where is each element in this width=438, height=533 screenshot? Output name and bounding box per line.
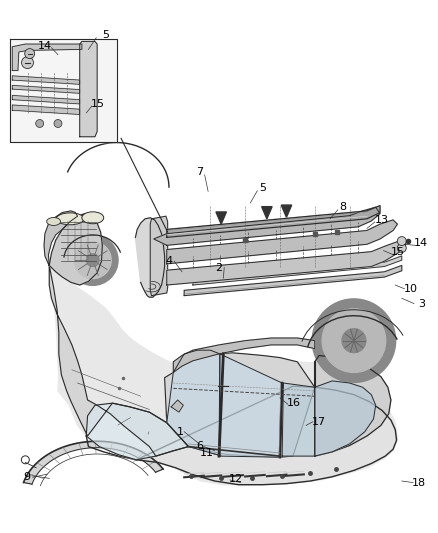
Polygon shape [184,265,402,296]
Text: 15: 15 [391,247,405,257]
Polygon shape [136,386,396,484]
Polygon shape [167,350,220,456]
Polygon shape [49,265,188,456]
Text: 14: 14 [414,238,428,248]
Ellipse shape [82,212,104,224]
Polygon shape [216,212,226,224]
Polygon shape [49,265,397,484]
Polygon shape [86,403,188,460]
Text: 7: 7 [196,167,203,177]
Polygon shape [167,240,406,285]
Polygon shape [150,216,168,296]
Text: 13: 13 [374,215,389,225]
Circle shape [86,254,99,266]
Polygon shape [261,207,272,219]
Polygon shape [171,400,184,412]
Polygon shape [12,105,80,115]
Text: 9: 9 [23,472,30,482]
Circle shape [397,237,406,246]
Ellipse shape [56,213,84,225]
Polygon shape [12,44,82,70]
Polygon shape [135,218,165,297]
Polygon shape [315,356,391,456]
Polygon shape [315,381,376,456]
Text: 5: 5 [259,183,266,193]
Text: 1: 1 [177,427,184,437]
Text: 6: 6 [196,440,203,450]
Circle shape [74,242,111,279]
Text: 2: 2 [215,263,223,272]
Circle shape [54,119,62,127]
Polygon shape [165,353,315,457]
Polygon shape [24,441,163,484]
Polygon shape [193,256,402,285]
Polygon shape [173,338,315,373]
Circle shape [67,235,118,285]
Circle shape [21,56,33,69]
Text: 3: 3 [418,298,425,309]
Text: 15: 15 [91,99,105,109]
Text: 4: 4 [166,256,173,266]
Polygon shape [49,214,102,285]
Polygon shape [80,42,97,137]
Polygon shape [167,206,380,237]
Text: 5: 5 [102,30,110,40]
Circle shape [342,329,366,352]
Circle shape [36,119,44,127]
Text: 16: 16 [287,398,301,408]
Polygon shape [282,383,315,456]
Polygon shape [10,39,117,142]
Ellipse shape [47,217,60,225]
Polygon shape [44,211,78,265]
Text: 10: 10 [403,284,417,294]
Polygon shape [12,85,80,93]
Polygon shape [12,95,80,104]
Text: 11: 11 [200,448,214,458]
Text: 17: 17 [312,417,326,427]
Circle shape [397,244,406,253]
Polygon shape [12,76,80,84]
Polygon shape [167,220,397,264]
Polygon shape [220,354,282,457]
Text: 18: 18 [412,478,426,488]
Circle shape [25,49,35,59]
Polygon shape [154,207,380,245]
Circle shape [322,309,386,373]
Text: 12: 12 [229,474,243,484]
Polygon shape [281,205,292,217]
Circle shape [312,299,396,382]
Text: 14: 14 [38,41,52,51]
Text: 8: 8 [339,202,346,212]
